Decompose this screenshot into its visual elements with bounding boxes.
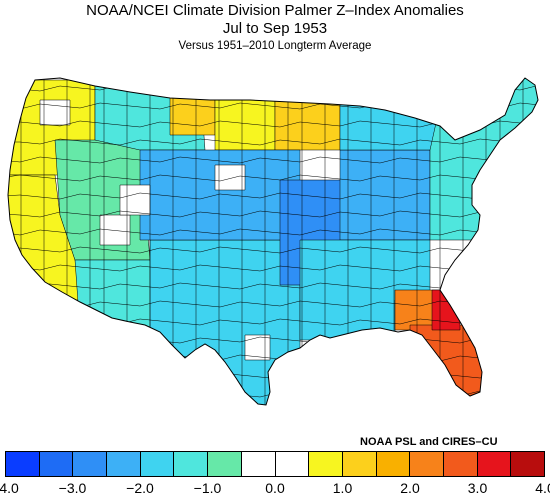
colorbar-tick-label: −1.0 [193,480,222,496]
colorbar-tick-label: −4.0 [0,480,19,496]
region-central-plains [139,149,301,241]
colorbar-tick-label: −3.0 [58,480,87,496]
region-montana-east [169,94,216,136]
map-period: Jul to Sep 1953 [222,20,328,37]
colorbar-swatch [309,452,343,476]
colorbar-swatch [208,452,242,476]
division-border-line [239,78,243,405]
division-border-line [8,210,538,218]
region-near-zero [244,334,271,361]
colorbar-swatch [342,452,377,476]
region-georgia-coast [431,289,461,331]
region-near-zero [39,99,71,126]
colorbar-tick-label: 2.0 [400,480,420,496]
us-outline [7,77,539,406]
division-border-line [8,138,538,146]
region-near-zero [119,184,151,216]
map-title: NOAA/NCEI Climate Division Palmer Z–Inde… [86,2,464,19]
division-border-line [0,67,540,73]
colorbar-tick-label: 0.0 [265,480,285,496]
colorbar-swatch [174,452,209,476]
colorbar-swatch [73,452,108,476]
division-border-line [8,246,538,254]
colorbar-swatch [376,452,411,476]
division-border-line [8,192,538,200]
colorbar-swatch [39,452,74,476]
region-florida [409,324,491,401]
colorbar-swatch [6,452,40,476]
colorbar-swatch [410,452,444,476]
division-border-line [261,78,266,405]
region-near-zero [99,214,131,246]
division-borders [0,67,540,415]
colorbar-swatch [241,452,276,476]
division-border-line [499,78,505,405]
colorbar-tick-label: 3.0 [467,480,488,496]
colorbar-swatch [511,452,544,476]
map-subtitle: Versus 1951–2010 Longterm Average [178,40,372,52]
division-border-line [8,156,538,164]
region-ohio-valley [339,149,431,241]
colorbar-swatch [107,452,141,476]
us-climate-division-map [0,67,540,415]
region-texas [149,239,301,405]
region-near-zero [214,164,246,191]
credit-label: NOAA PSL and CIRES–CU [360,436,498,448]
colorbar-swatch [443,452,478,476]
division-border-line [8,228,538,236]
colorbar-tick-label: 1.0 [332,480,353,496]
colorbar [5,451,545,477]
division-border-line [481,78,487,405]
region-southwest [74,259,161,341]
colorbar-swatch [140,452,175,476]
colorbar-tick-label: −2.0 [126,480,154,496]
division-border-line [0,409,540,415]
colorbar-ticks: −4.0 −3.0 −2.0 −1.0 0.0 1.0 2.0 3.0 4.0 [0,480,550,500]
colorbar-tick-label: 4.0 [535,480,550,496]
division-border-line [8,174,538,182]
colorbar-swatch [275,452,310,476]
colorbar-swatch [477,452,512,476]
region-northeast [429,78,538,241]
